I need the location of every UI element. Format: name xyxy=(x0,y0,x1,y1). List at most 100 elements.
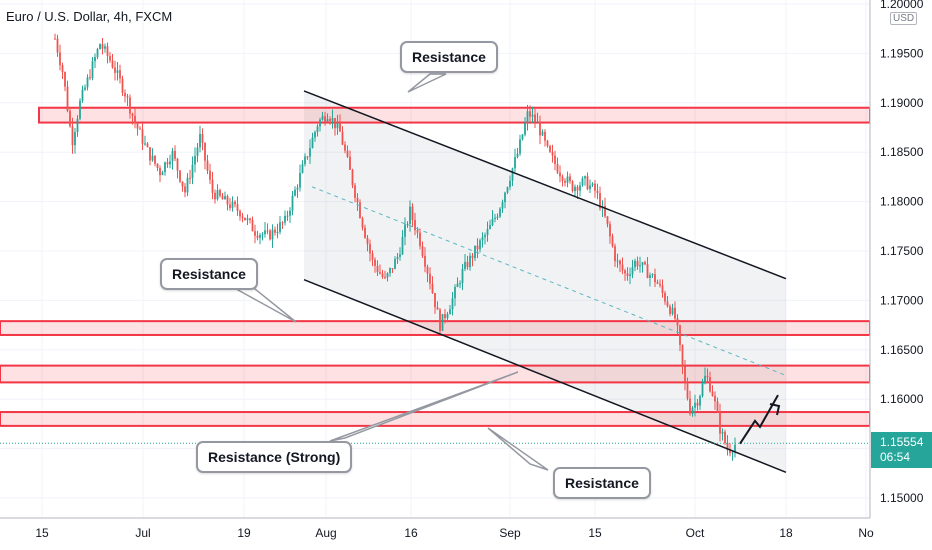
candle-body xyxy=(441,314,444,331)
y-tick-label: 1.16500 xyxy=(880,343,924,357)
callout-resistance-strong[interactable]: Resistance (Strong) xyxy=(196,441,353,473)
projection-arrow-head xyxy=(769,403,781,416)
candle-body xyxy=(169,161,171,165)
candle-body xyxy=(599,193,601,209)
candle-body xyxy=(446,314,449,319)
candle-body xyxy=(724,431,726,443)
candle-body xyxy=(454,286,456,299)
candle-body xyxy=(186,177,189,193)
candle-body xyxy=(214,192,216,200)
candle-body xyxy=(619,260,621,265)
candle-body xyxy=(626,273,629,276)
candle-body xyxy=(616,260,619,262)
resistance-zone-3[interactable] xyxy=(0,364,871,384)
candle-body xyxy=(151,155,154,161)
candle-body xyxy=(451,298,454,310)
candle-body xyxy=(271,229,274,240)
channel-lower-line[interactable] xyxy=(303,278,787,474)
candle-body xyxy=(144,143,146,145)
candle-body xyxy=(141,129,144,144)
candle-body xyxy=(276,231,279,233)
candle-body xyxy=(176,158,179,171)
y-tick-label: 1.15000 xyxy=(880,491,924,505)
callout-pointer-bottom xyxy=(487,427,549,471)
candle-body xyxy=(226,196,229,205)
candle-body xyxy=(694,402,696,408)
candle-body xyxy=(494,217,496,219)
candle-body xyxy=(384,276,386,278)
candle-body xyxy=(729,450,731,454)
candle-body xyxy=(684,366,686,383)
candle-body xyxy=(586,176,589,190)
candle-body xyxy=(679,325,681,345)
candle-body xyxy=(474,245,476,259)
x-tick-label: 19 xyxy=(237,526,251,540)
x-tick-label: 15 xyxy=(35,526,49,540)
candle-body xyxy=(436,307,439,310)
candle-body xyxy=(541,131,544,136)
resistance-zone-2[interactable] xyxy=(0,320,871,336)
candle-body xyxy=(266,230,269,232)
callout-resistance-top[interactable]: Resistance xyxy=(400,41,498,73)
candle-body xyxy=(129,97,131,114)
candle-body xyxy=(676,318,679,326)
callout-pointer-left xyxy=(236,284,297,323)
bar-countdown: 06:54 xyxy=(880,450,911,464)
candle-body xyxy=(524,122,526,135)
candle-body xyxy=(244,217,246,221)
candle-body xyxy=(194,155,196,165)
candle-body xyxy=(209,170,211,180)
candle-body xyxy=(274,229,276,233)
candle-body xyxy=(634,260,636,268)
candle-body xyxy=(264,230,266,235)
x-tick-label: 18 xyxy=(779,526,793,540)
candle-body xyxy=(489,225,491,230)
callout-resistance-left[interactable]: Resistance xyxy=(160,258,258,290)
candle-body xyxy=(561,176,564,181)
candle-body xyxy=(661,285,664,293)
candle-body xyxy=(686,382,689,399)
candle-body xyxy=(329,119,331,121)
candle-body xyxy=(394,258,396,269)
candle-body xyxy=(419,232,421,246)
candle-body xyxy=(704,375,706,384)
channel-mid-line[interactable] xyxy=(311,186,787,376)
candle-body xyxy=(299,172,301,188)
candle-body xyxy=(536,121,539,123)
candle-body xyxy=(81,89,84,101)
candle-body xyxy=(149,147,151,161)
resistance-zone-1[interactable] xyxy=(38,106,871,124)
candle-body xyxy=(406,223,409,225)
candle-body xyxy=(261,234,264,236)
callout-resistance-bottom[interactable]: Resistance xyxy=(553,467,651,499)
resistance-zone-4[interactable] xyxy=(0,411,871,427)
candle-body xyxy=(281,222,284,224)
projection-arrow[interactable] xyxy=(739,394,779,445)
currency-label[interactable]: USD xyxy=(890,12,918,25)
candle-body xyxy=(341,131,344,145)
candle-body xyxy=(251,219,254,232)
candle-body xyxy=(286,215,289,217)
candle-body xyxy=(134,115,136,124)
candle-body xyxy=(581,178,584,186)
candle-body xyxy=(256,235,259,238)
candle-body xyxy=(466,261,469,268)
candle-body xyxy=(716,401,719,412)
candle-body xyxy=(569,176,571,182)
candle-body xyxy=(514,157,516,169)
candle-body xyxy=(439,309,441,331)
channel-upper-line[interactable] xyxy=(303,90,787,280)
candle-body xyxy=(509,180,511,188)
candle-body xyxy=(571,181,574,192)
candle-body xyxy=(96,49,99,58)
candle-body xyxy=(589,185,591,190)
x-tick-label: Oct xyxy=(686,526,705,540)
candle-body xyxy=(726,442,729,451)
candle-body xyxy=(104,46,106,49)
candle-body xyxy=(314,131,316,138)
candle-body xyxy=(236,204,239,211)
candle-body xyxy=(696,402,699,406)
candle-body xyxy=(521,134,524,140)
candle-body xyxy=(306,156,309,158)
